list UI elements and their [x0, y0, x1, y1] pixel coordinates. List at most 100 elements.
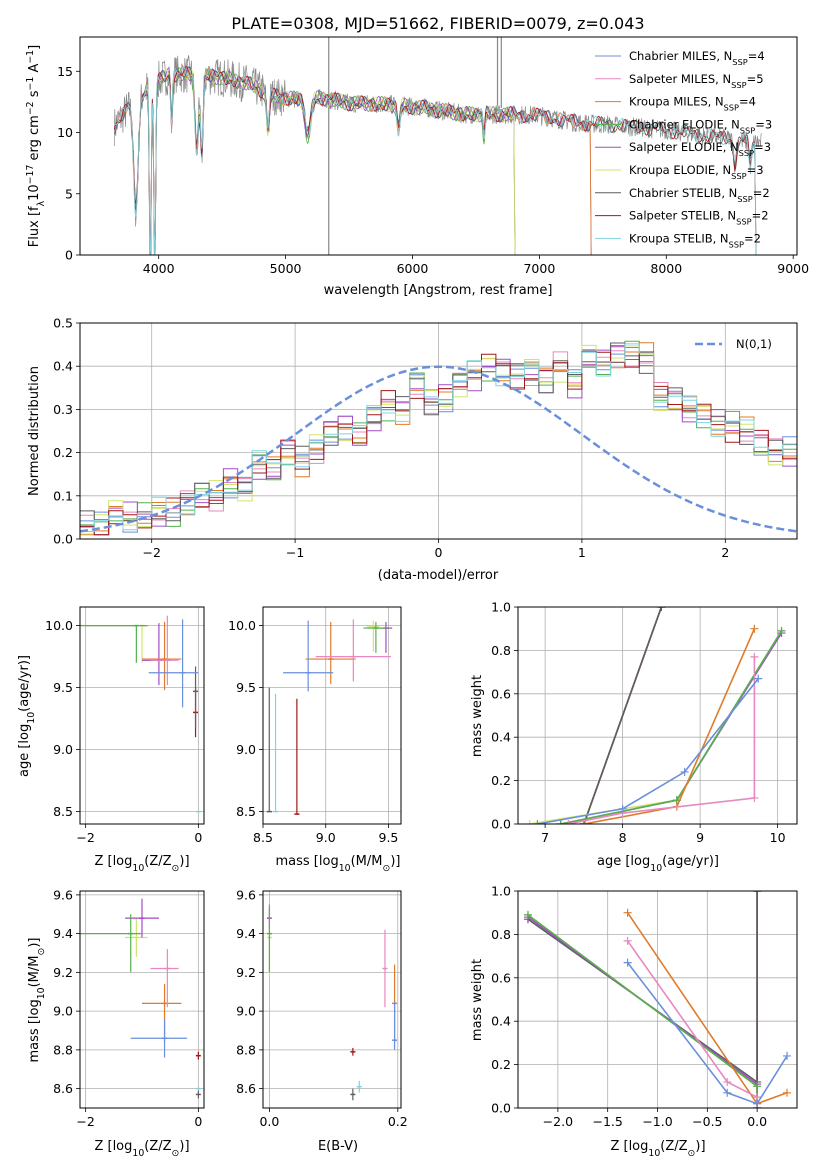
y-axis-label-part: erg cm	[27, 115, 42, 164]
weight-vs-age-plot-area	[525, 607, 786, 824]
legend-label-chabrier-elodie: Chabrier ELODIE, NSSP=3	[629, 117, 772, 135]
age-vs-mass-frame	[262, 606, 402, 825]
x-tick-label: 7	[541, 830, 549, 845]
y-tick-label: 8.5	[53, 804, 73, 819]
plus-marker	[680, 767, 689, 776]
y-tick-label: 8.8	[236, 1042, 256, 1057]
weight-vs-age-frame	[517, 606, 798, 825]
legend-label-tail: =4	[748, 49, 765, 63]
y-axis-label-part: ]	[27, 45, 42, 50]
y-tick-label: 8.6	[53, 1081, 73, 1096]
data-point-kroupa-stelib	[356, 1080, 362, 1093]
spectrum-plot-area	[113, 37, 762, 255]
x-tick-label: 10	[770, 830, 786, 845]
x-tick-label: 0	[194, 1114, 202, 1129]
legend-label-tail: =3	[754, 140, 771, 154]
y-tick-label: 0.0	[53, 532, 73, 547]
data-point-salpeter-stelib	[350, 1047, 356, 1056]
data-point-chabrier-miles	[148, 619, 199, 708]
x-tick-label: 0	[194, 830, 202, 845]
x-axis-label-part: ⊙	[382, 863, 390, 874]
x-tick-label: 4000	[143, 261, 175, 276]
plus-marker	[523, 910, 532, 919]
plus-marker	[777, 626, 786, 635]
y-tick-label: 9.0	[236, 1004, 256, 1019]
y-tick-label: 9.5	[53, 680, 73, 695]
data-point-salpeter-elodie	[379, 621, 393, 653]
weight-vs-age-axes: 7 8 9 10 0.0 0.2 0.4 0.6 0.8 1.0	[491, 600, 798, 845]
y-tick-label: 0.4	[53, 359, 73, 374]
y-axis-label-part: mass [log	[27, 999, 42, 1062]
chart-title: PLATE=0308, MJD=51662, FIBERID=0079, z=0…	[231, 14, 644, 33]
weight-series-chabrier-elodie	[556, 626, 786, 824]
y-axis-label: mass weight	[470, 675, 485, 757]
x-axis-label-part: (age/yr)]	[662, 854, 719, 869]
residuals-panel: −2 −1 0 1 2 0.0 0.1 0.2 0.3 0.4 0.5 N(0,1)	[53, 316, 798, 560]
y-axis-label: age [log10(age/yr)]	[17, 655, 37, 777]
legend-label-sub: SSP	[736, 217, 751, 227]
x-axis-label-part: Z [log	[94, 1139, 132, 1154]
x-tick-label: 8.5	[253, 830, 273, 845]
model-line-chabrier-stelib	[113, 66, 757, 255]
y-axis-label-part: −1	[25, 77, 36, 91]
legend-label-text: Chabrier STELIB, N	[629, 186, 737, 200]
data-point-salpeter-stelib	[294, 698, 300, 815]
mass-vs-z-panel: −2 0 8.6 8.8 9.0 9.2 9.4 9.6	[53, 887, 205, 1129]
y-tick-label: 0.4	[491, 730, 511, 745]
y-axis-label-part: λ	[36, 200, 47, 206]
y-axis-label-part: age [log	[17, 724, 32, 777]
x-tick-label: 9	[696, 830, 704, 845]
residuals-grid	[80, 322, 797, 540]
y-tick-label: 0.2	[491, 1057, 511, 1072]
y-tick-label: 0	[65, 248, 73, 263]
y-tick-label: 10	[57, 125, 73, 140]
data-point-salpeter-stelib	[195, 1051, 201, 1060]
y-tick-label: 9.0	[53, 1004, 73, 1019]
plus-marker	[723, 1088, 732, 1097]
y-axis-label-part: −1	[25, 50, 36, 64]
mass-vs-ebv-axes: 0.0 0.2 8.6 8.8 9.0 9.2 9.4 9.6	[236, 887, 408, 1129]
y-axis-label: Flux [fλ10−17 erg cm−2 s−1 A−1]	[25, 45, 47, 247]
data-point-salpeter-miles	[315, 619, 391, 682]
weight-line	[583, 607, 663, 824]
y-tick-label: 9.0	[53, 742, 73, 757]
legend-label-sub: SSP	[729, 239, 744, 249]
model-line-salpeter-miles	[113, 66, 592, 255]
y-axis-label-part: Flux [f	[27, 206, 42, 247]
data-point-salpeter-elodie	[142, 623, 171, 686]
mass-vs-ebv-frame	[262, 890, 402, 1109]
plus-marker	[750, 624, 759, 633]
weight-series-salpeter-miles	[623, 936, 762, 1108]
legend-label-salpeter-stelib: Salpeter STELIB, NSSP=2	[629, 209, 769, 227]
mass-vs-ebv-plot-area	[266, 904, 398, 1101]
legend-label-text: Kroupa ELODIE, N	[629, 163, 731, 177]
legend-label-sub: SSP	[737, 194, 752, 204]
x-axis-label-part: (Z/Z	[144, 854, 171, 869]
y-tick-label: 9.4	[53, 926, 73, 941]
plus-marker	[623, 958, 632, 967]
x-axis-label-part: ⊙	[172, 1148, 180, 1159]
x-axis-label-part: 10	[650, 863, 662, 874]
x-axis-label: wavelength [Angstrom, rest frame]	[324, 283, 553, 298]
data-point-salpeter-miles	[150, 949, 179, 1008]
data-point-chabrier-miles	[283, 620, 334, 692]
data-point-chabrier-miles	[392, 1001, 398, 1050]
weight-line	[568, 656, 756, 824]
plus-marker	[753, 891, 762, 895]
plus-marker	[754, 674, 763, 683]
plus-marker	[623, 908, 632, 917]
x-axis-label: mass [log10(M/M⊙)]	[276, 854, 401, 874]
mass-vs-ebv-panel: 0.0 0.2 8.6 8.8 9.0 9.2 9.4 9.6	[236, 887, 408, 1129]
weight-series-salpeter-miles	[564, 652, 759, 824]
weight-vs-z-frame	[517, 890, 798, 1109]
y-tick-label: 9.2	[236, 965, 256, 980]
plus-marker	[657, 607, 666, 611]
legend-label-normal: N(0,1)	[736, 337, 772, 351]
weight-series-chabrier-miles	[533, 674, 763, 824]
y-tick-label: 15	[57, 64, 73, 79]
y-tick-label: 9.6	[53, 887, 73, 902]
legend-label-sub: SSP	[732, 57, 747, 67]
legend-label-text: Salpeter STELIB, N	[629, 209, 736, 223]
residual-legend: N(0,1)	[695, 337, 772, 351]
